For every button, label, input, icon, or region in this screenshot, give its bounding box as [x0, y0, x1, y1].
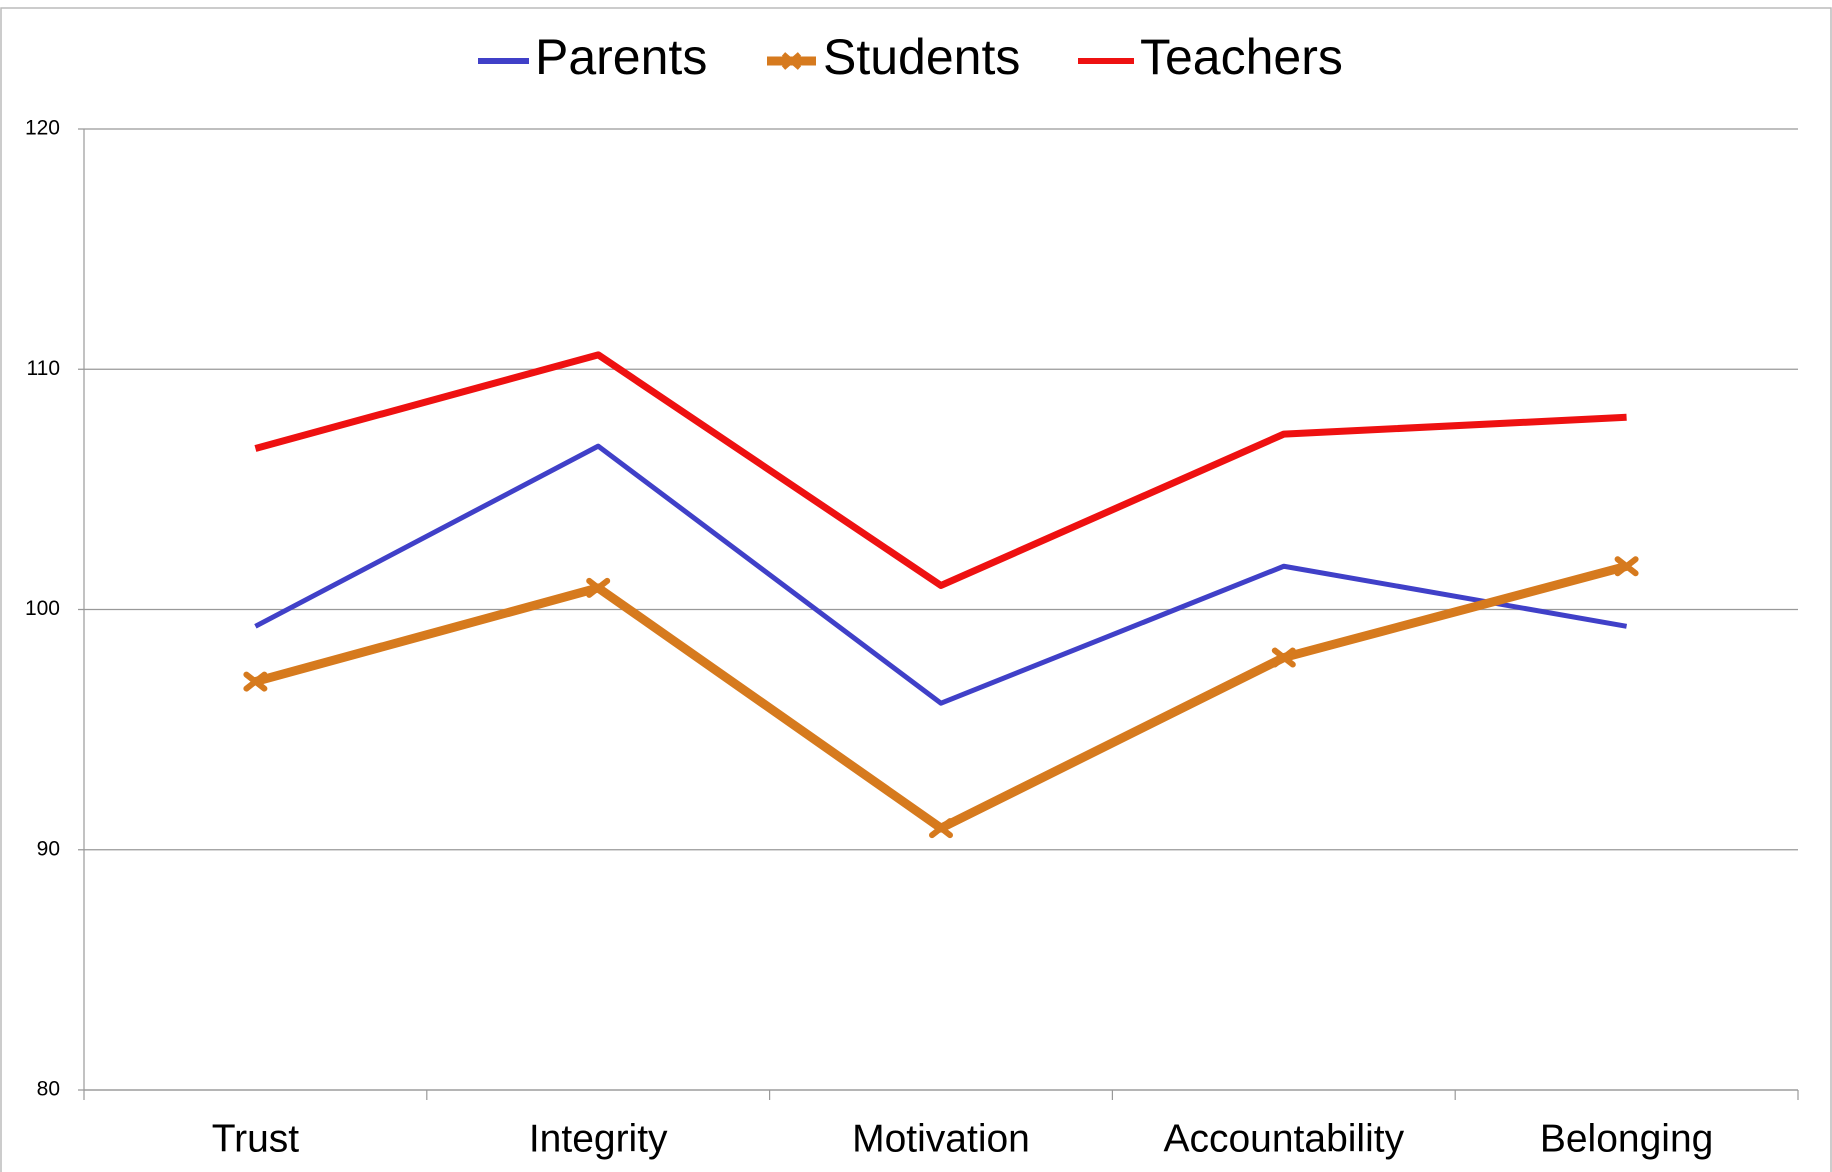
x-tick-label: Motivation [852, 1117, 1030, 1160]
y-tick-label: 110 [27, 357, 60, 380]
series-marker [586, 577, 611, 598]
series-line [254, 443, 1628, 706]
y-tick-label: 100 [25, 597, 60, 620]
x-tick-label: Trust [212, 1117, 300, 1160]
series-marker [243, 671, 268, 692]
series-line [254, 351, 1627, 589]
series-marker [1271, 647, 1296, 668]
legend-label: Students [823, 29, 1020, 85]
chart-frame [0, 7, 1832, 1172]
legend-label: Teachers [1140, 29, 1343, 85]
legend-label: Parents [535, 29, 707, 85]
legend-marker [781, 52, 802, 70]
x-tick-label: Belonging [1540, 1117, 1713, 1160]
x-tick-label: Accountability [1163, 1117, 1404, 1160]
series-marker [929, 818, 953, 839]
y-tick-label: 90 [37, 837, 60, 860]
series-marker [1614, 556, 1639, 577]
y-tick-label: 80 [37, 1078, 60, 1101]
y-tick-label: 120 [25, 117, 60, 140]
x-tick-label: Integrity [529, 1117, 668, 1160]
